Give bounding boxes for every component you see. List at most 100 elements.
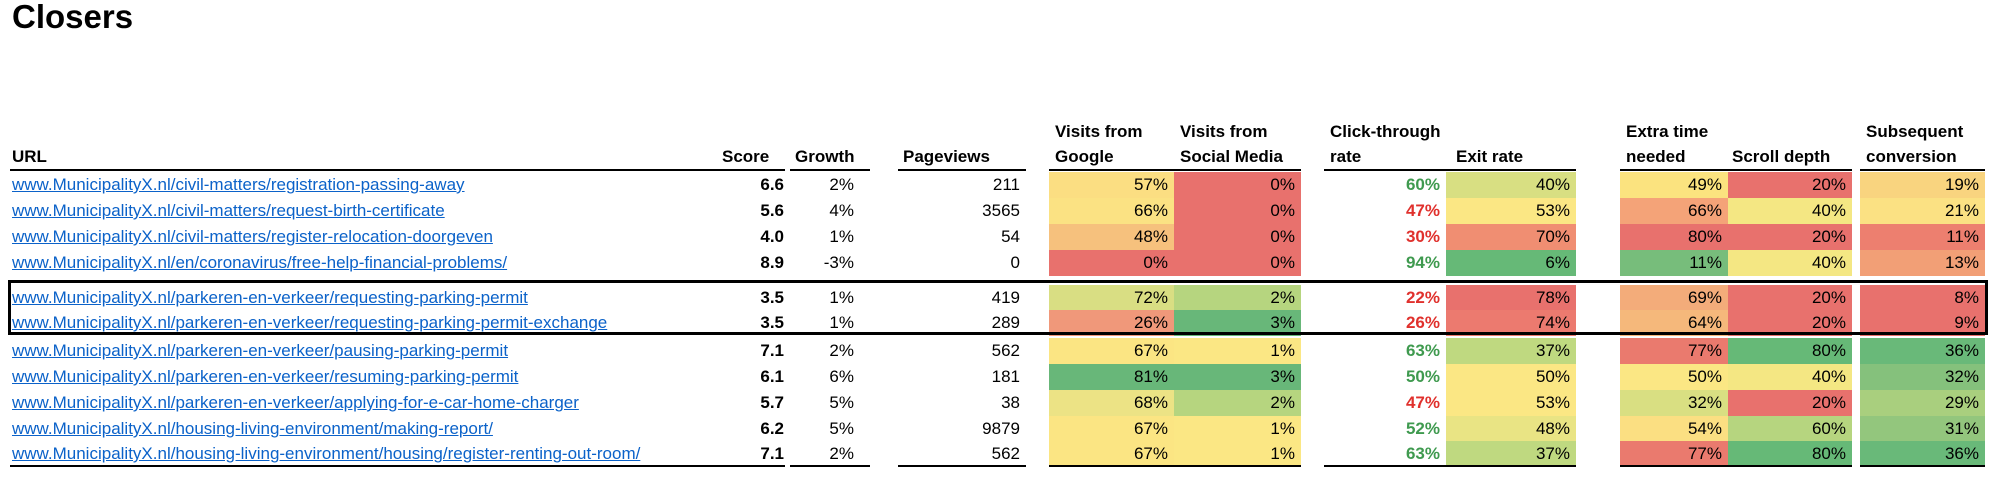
exit-cell: 37%: [1446, 338, 1576, 364]
header-url: URL: [12, 147, 47, 166]
growth-cell: 4%: [829, 201, 854, 220]
pageviews-cell: 54: [1001, 227, 1020, 246]
extra-cell: 64%: [1620, 310, 1728, 336]
footer-rule: [1620, 465, 1852, 467]
ctr-cell: 30%: [1405, 227, 1440, 246]
growth-cell: -3%: [823, 253, 854, 272]
url-cell: www.MunicipalityX.nl/parkeren-en-verkeer…: [12, 390, 732, 416]
pageviews-cell: 211: [992, 175, 1020, 194]
score-cell: 5.7: [760, 393, 784, 412]
header-rule: [898, 169, 1026, 171]
score-cell: 5.6: [760, 201, 784, 220]
url-link[interactable]: www.MunicipalityX.nl/civil-matters/regis…: [12, 227, 493, 246]
social-cell: 0%: [1174, 224, 1301, 250]
url-link[interactable]: www.MunicipalityX.nl/civil-matters/reque…: [12, 201, 445, 220]
social-cell: 1%: [1174, 441, 1301, 467]
url-link[interactable]: www.MunicipalityX.nl/parkeren-en-verkeer…: [12, 393, 579, 412]
growth-cell: 5%: [829, 419, 854, 438]
url-link[interactable]: www.MunicipalityX.nl/civil-matters/regis…: [12, 175, 465, 194]
extra-cell: 11%: [1620, 250, 1728, 276]
url-link[interactable]: www.MunicipalityX.nl/housing-living-envi…: [12, 419, 493, 438]
scroll-cell: 80%: [1728, 441, 1852, 467]
header-score: Score: [722, 147, 770, 166]
extra-cell: 32%: [1620, 390, 1728, 416]
header-rule: [790, 169, 870, 171]
growth-cell: 5%: [829, 393, 854, 412]
conv-cell: 36%: [1860, 338, 1985, 364]
google-cell: 72%: [1049, 285, 1174, 311]
table-row: www.MunicipalityX.nl/parkeren-en-verkeer…: [0, 364, 1999, 390]
pageviews-cell: 562: [991, 341, 1020, 360]
url-cell: www.MunicipalityX.nl/civil-matters/regis…: [12, 172, 732, 198]
exit-cell: 48%: [1446, 416, 1576, 442]
table-row: www.MunicipalityX.nl/parkeren-en-verkeer…: [0, 390, 1999, 416]
scroll-cell: 40%: [1728, 250, 1852, 276]
pageviews-cell: 3565: [982, 201, 1020, 220]
score-cell: 3.5: [760, 313, 784, 332]
header-social: Visits from Social Media: [1180, 122, 1283, 166]
pageviews-cell: 562: [991, 444, 1020, 463]
header-pageviews: Pageviews: [903, 147, 990, 166]
url-cell: www.MunicipalityX.nl/parkeren-en-verkeer…: [12, 338, 732, 364]
ctr-cell: 47%: [1405, 201, 1440, 220]
social-cell: 0%: [1174, 198, 1301, 224]
google-cell: 57%: [1049, 172, 1174, 198]
url-link[interactable]: www.MunicipalityX.nl/en/coronavirus/free…: [12, 253, 508, 272]
social-cell: 1%: [1174, 338, 1301, 364]
table-row: www.MunicipalityX.nl/en/coronavirus/free…: [0, 250, 1999, 276]
header-google: Visits from Google: [1055, 122, 1143, 166]
google-cell: 0%: [1049, 250, 1174, 276]
google-cell: 81%: [1049, 364, 1174, 390]
exit-cell: 50%: [1446, 364, 1576, 390]
highlight-box: [8, 280, 1988, 335]
url-cell: www.MunicipalityX.nl/housing-living-envi…: [12, 441, 732, 467]
exit-cell: 40%: [1446, 172, 1576, 198]
google-cell: 68%: [1049, 390, 1174, 416]
header-conv: Subsequent conversion: [1866, 122, 1964, 166]
header-exit: Exit rate: [1456, 147, 1524, 166]
url-link[interactable]: www.MunicipalityX.nl/parkeren-en-verkeer…: [12, 313, 608, 332]
growth-cell: 2%: [829, 175, 854, 194]
exit-cell: 6%: [1446, 250, 1576, 276]
url-cell: www.MunicipalityX.nl/en/coronavirus/free…: [12, 250, 732, 276]
pageviews-cell: 289: [991, 313, 1020, 332]
conv-cell: 13%: [1860, 250, 1985, 276]
score-cell: 6.6: [760, 175, 784, 194]
ctr-cell: 50%: [1405, 367, 1440, 386]
ctr-cell: 94%: [1405, 253, 1440, 272]
growth-cell: 1%: [829, 288, 854, 307]
footer-rule: [1324, 465, 1576, 467]
exit-cell: 53%: [1446, 390, 1576, 416]
conv-cell: 8%: [1860, 285, 1985, 311]
url-link[interactable]: www.MunicipalityX.nl/parkeren-en-verkeer…: [12, 367, 519, 386]
pageviews-cell: 181: [991, 367, 1020, 386]
url-link[interactable]: www.MunicipalityX.nl/parkeren-en-verkeer…: [12, 341, 509, 360]
social-cell: 3%: [1174, 364, 1301, 390]
header-ctr: Click-through rate: [1330, 122, 1441, 166]
url-cell: www.MunicipalityX.nl/parkeren-en-verkeer…: [12, 364, 732, 390]
extra-cell: 80%: [1620, 224, 1728, 250]
table-row: www.MunicipalityX.nl/housing-living-envi…: [0, 416, 1999, 442]
scroll-cell: 20%: [1728, 172, 1852, 198]
conv-cell: 21%: [1860, 198, 1985, 224]
ctr-cell: 63%: [1405, 341, 1440, 360]
url-link[interactable]: www.MunicipalityX.nl/parkeren-en-verkeer…: [12, 288, 528, 307]
social-cell: 2%: [1174, 285, 1301, 311]
ctr-cell: 60%: [1405, 175, 1440, 194]
ctr-cell: 22%: [1405, 288, 1440, 307]
score-cell: 6.2: [760, 419, 784, 438]
ctr-cell: 63%: [1405, 444, 1440, 463]
page-title: Closers: [12, 0, 134, 35]
conv-cell: 29%: [1860, 390, 1985, 416]
growth-cell: 6%: [829, 367, 854, 386]
url-link[interactable]: www.MunicipalityX.nl/housing-living-envi…: [12, 444, 641, 463]
scroll-cell: 20%: [1728, 390, 1852, 416]
conv-cell: 31%: [1860, 416, 1985, 442]
ctr-cell: 26%: [1405, 313, 1440, 332]
table-row: www.MunicipalityX.nl/civil-matters/regis…: [0, 224, 1999, 250]
table-row: www.MunicipalityX.nl/parkeren-en-verkeer…: [0, 285, 1999, 311]
score-cell: 8.9: [760, 253, 784, 272]
score-cell: 3.5: [760, 288, 784, 307]
google-cell: 67%: [1049, 441, 1174, 467]
extra-cell: 69%: [1620, 285, 1728, 311]
